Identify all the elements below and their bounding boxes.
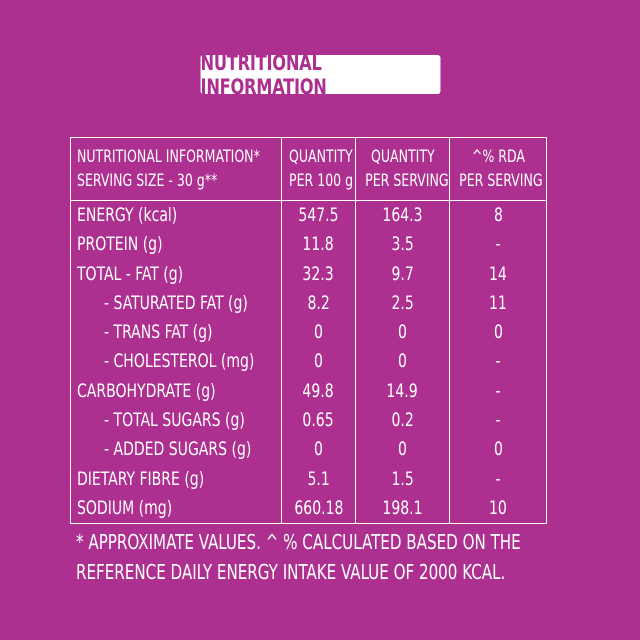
rda-value: - (495, 350, 501, 373)
nutrient-label: - ADDED SUGARS (g) (104, 438, 252, 461)
per-100g-value: 0.65 (302, 409, 335, 432)
rda-value: 0 (493, 321, 503, 344)
per-serving-value: 3.5 (391, 233, 414, 256)
per-100g-value: 5.1 (307, 467, 330, 490)
header-col3-line1: QUANTITY (370, 147, 435, 167)
table-body-row: ENERGY (kcal) PROTEIN (g) TOTAL - FAT (g… (70, 199, 547, 525)
per-serving-value: 9.7 (391, 262, 414, 285)
table-header-row: NUTRITIONAL INFORMATION* SERVING SIZE - … (70, 137, 547, 201)
per-100g-value: 547.5 (298, 204, 339, 226)
nutrient-label: - SATURATED FAT (g) (104, 291, 248, 314)
per-100g-value: 32.3 (302, 262, 335, 285)
per-serving-value: 1.5 (391, 467, 414, 490)
rda-value: 10 (489, 496, 507, 519)
rda-value: 0 (493, 438, 503, 461)
rda-value: 11 (489, 291, 507, 314)
per-100g-column: 547.5 11.8 32.3 8.2 0 0 49.8 0.65 0 5.1 … (281, 199, 356, 525)
per-100g-value: 0 (314, 350, 323, 373)
header-col4-line1: ^% RDA (471, 147, 525, 167)
nutrient-label-column: ENERGY (kcal) PROTEIN (g) TOTAL - FAT (g… (70, 199, 282, 525)
per-serving-value: 0.2 (391, 409, 414, 432)
page-title: NUTRITIONAL INFORMATION (200, 51, 441, 99)
per-serving-value: 0 (398, 321, 407, 344)
rda-column: 8 - 14 11 0 - - - 0 - 10 (449, 199, 547, 525)
nutrient-label: SODIUM (mg) (77, 496, 173, 519)
per-100g-value: 0 (314, 438, 323, 461)
header-rda-per-serving: ^% RDA PER SERVING (449, 137, 547, 201)
rda-value: - (495, 233, 501, 256)
header-col2-line2: PER 100 g (289, 171, 354, 191)
per-serving-value: 198.1 (382, 496, 423, 519)
nutrition-table: NUTRITIONAL INFORMATION* SERVING SIZE - … (70, 137, 547, 525)
per-serving-value: 0 (398, 438, 407, 461)
per-serving-column: 164.3 3.5 9.7 2.5 0 0 14.9 0.2 0 1.5 198… (355, 199, 450, 525)
nutrient-label: DIETARY FIBRE (g) (77, 467, 205, 490)
rda-value: 8 (493, 204, 503, 226)
nutrient-label: - TOTAL SUGARS (g) (104, 409, 245, 432)
page-title-text: NUTRITIONAL INFORMATION (200, 50, 327, 99)
rda-value: 14 (489, 262, 507, 285)
nutrient-label: ENERGY (kcal) (77, 204, 178, 226)
per-serving-value: 2.5 (391, 291, 414, 314)
rda-value: - (495, 409, 501, 432)
nutrient-label: - CHOLESTEROL (mg) (104, 350, 255, 373)
rda-value: - (495, 467, 501, 490)
nutrient-label: PROTEIN (g) (77, 233, 163, 256)
nutrient-label: TOTAL - FAT (g) (77, 262, 184, 285)
rda-value: - (495, 379, 501, 402)
per-100g-value: 8.2 (307, 291, 330, 314)
footnote: * APPROXIMATE VALUES. ^ % CALCULATED BAS… (76, 527, 616, 587)
per-serving-value: 164.3 (382, 204, 423, 226)
header-col3-line2: PER SERVING (365, 171, 449, 191)
per-100g-value: 660.18 (293, 496, 344, 519)
per-100g-value: 0 (314, 321, 323, 344)
header-col4-line2: PER SERVING (459, 171, 543, 191)
per-serving-value: 0 (398, 350, 407, 373)
header-col1-line2: SERVING SIZE - 30 g** (77, 171, 218, 191)
nutrient-label: CARBOHYDRATE (g) (77, 379, 216, 402)
header-quantity-per-serving: QUANTITY PER SERVING (355, 137, 450, 201)
header-nutritional-information: NUTRITIONAL INFORMATION* SERVING SIZE - … (70, 137, 282, 201)
header-quantity-per-100g: QUANTITY PER 100 g (281, 137, 356, 201)
header-col2-line1: QUANTITY (288, 147, 353, 167)
header-col1-line1: NUTRITIONAL INFORMATION* (77, 147, 260, 167)
per-serving-value: 14.9 (386, 379, 419, 402)
per-100g-value: 11.8 (302, 233, 335, 256)
footnote-line-2: REFERENCE DAILY ENERGY INTAKE VALUE OF 2… (76, 560, 506, 584)
per-100g-value: 49.8 (302, 379, 335, 402)
nutrient-label: - TRANS FAT (g) (104, 321, 213, 344)
footnote-line-1: * APPROXIMATE VALUES. ^ % CALCULATED BAS… (76, 530, 521, 554)
